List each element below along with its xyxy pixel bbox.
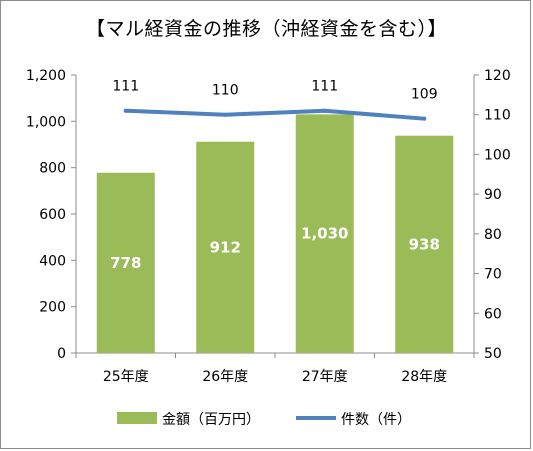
bar	[96, 172, 155, 353]
line-value-label: 111	[311, 79, 338, 95]
left-tick-label: 1,200	[26, 68, 66, 84]
line-value-label: 109	[411, 87, 438, 103]
chart-title: 【マル経資金の推移（沖経資金を含む）】	[85, 18, 447, 40]
bar	[395, 135, 454, 353]
x-tick-label: 27年度	[302, 369, 348, 385]
left-tick-label: 1,000	[26, 114, 66, 130]
bar-value-label: 938	[409, 235, 440, 253]
count-line	[123, 108, 427, 121]
bar	[196, 141, 255, 353]
x-tick-label: 25年度	[103, 369, 149, 385]
right-tick-label: 90	[484, 187, 502, 203]
line-point	[123, 108, 128, 113]
left-tick-label: 800	[39, 161, 66, 177]
right-tick-label: 60	[484, 306, 502, 322]
bar-value-label: 1,030	[301, 225, 348, 243]
bar	[295, 114, 354, 353]
legend-label-amount: 金額（百万円）	[162, 412, 260, 428]
left-tick-label: 0	[57, 346, 66, 362]
right-tick-label: 110	[484, 108, 511, 124]
right-tick-label: 70	[484, 267, 502, 283]
x-tick-label: 28年度	[401, 369, 447, 385]
right-tick-label: 100	[484, 147, 511, 163]
line-value-label: 111	[112, 79, 139, 95]
left-tick-label: 200	[39, 300, 66, 316]
line-point	[322, 108, 327, 113]
legend-label-count: 件数（件）	[341, 412, 411, 428]
left-tick-label: 600	[39, 207, 66, 223]
bar-value-label: 778	[110, 254, 141, 272]
x-tick-label: 26年度	[202, 369, 248, 385]
legend-swatch-bar	[117, 412, 157, 424]
line-point	[422, 116, 427, 121]
right-tick-label: 80	[484, 227, 502, 243]
right-tick-label: 50	[484, 346, 502, 362]
left-tick-label: 400	[39, 253, 66, 269]
right-tick-label: 120	[484, 68, 511, 84]
line-point	[223, 112, 228, 117]
bar-value-label: 912	[210, 238, 241, 256]
line-value-label: 110	[212, 83, 239, 99]
